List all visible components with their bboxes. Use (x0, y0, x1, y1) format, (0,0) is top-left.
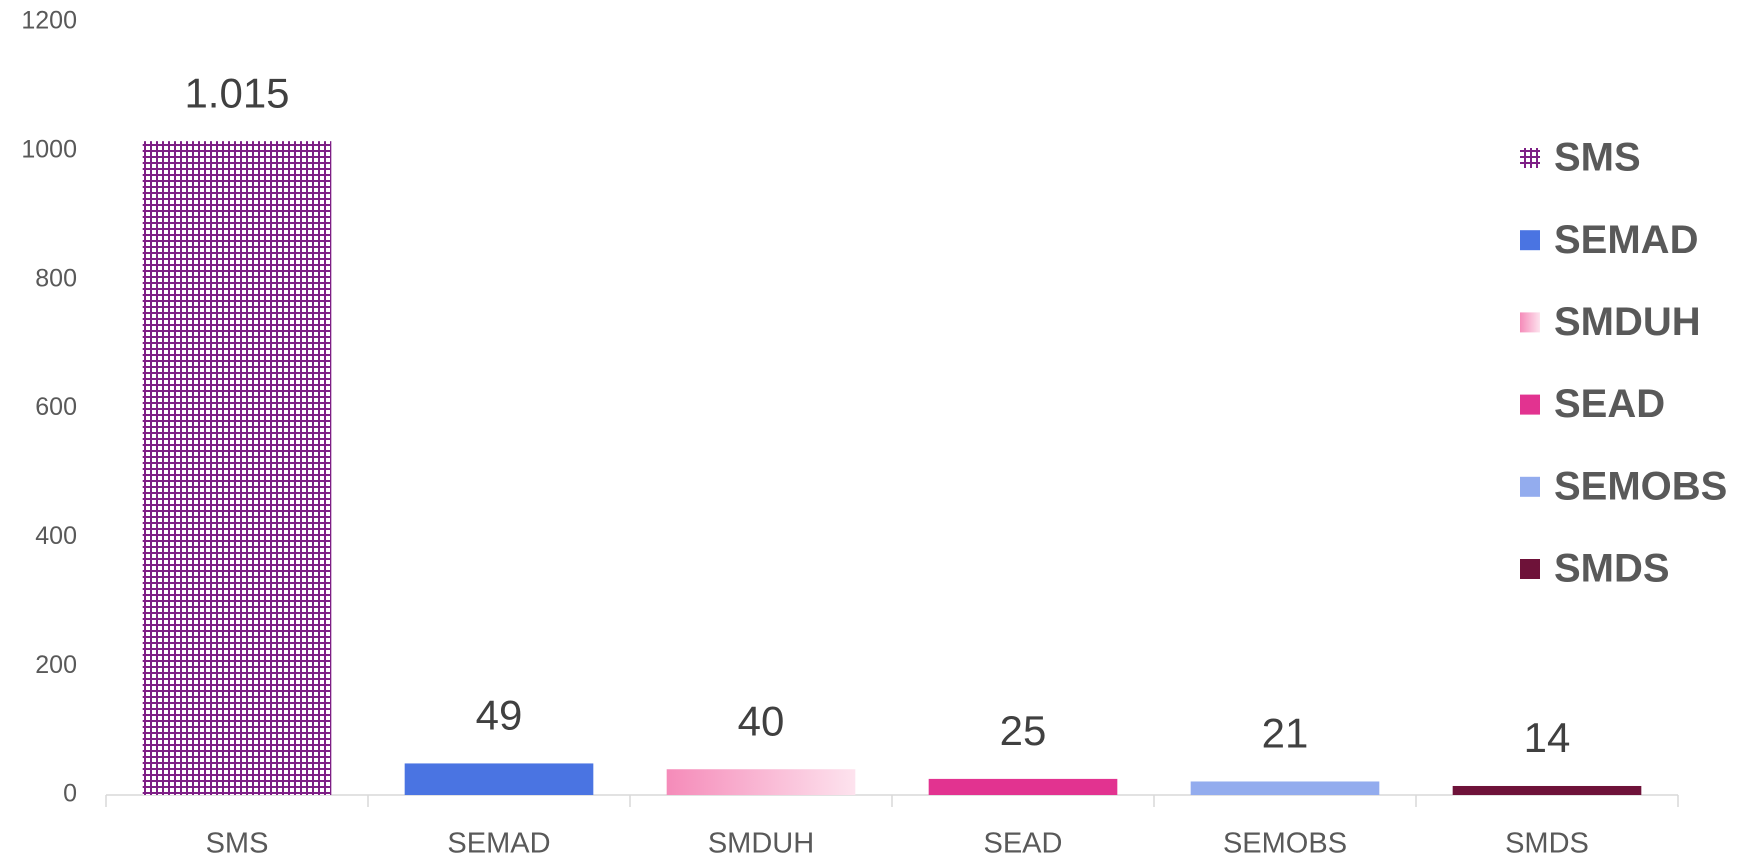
legend-label: SEMOBS (1554, 464, 1727, 508)
legend-marker (1520, 148, 1540, 168)
bar (142, 141, 332, 795)
x-tick-label: SEAD (984, 828, 1063, 859)
bar (1452, 785, 1642, 795)
y-tick-label: 800 (35, 264, 77, 292)
x-tick-label: SEMAD (447, 828, 550, 859)
bar (1190, 781, 1380, 795)
legend-marker (1520, 312, 1540, 333)
legend-label: SEMAD (1554, 218, 1698, 262)
x-tick-label: SMDS (1505, 828, 1589, 859)
value-label: 21 (1262, 710, 1309, 757)
y-tick-label: 200 (35, 651, 77, 679)
x-tick-label: SMDUH (708, 828, 814, 859)
value-label: 40 (738, 697, 785, 744)
legend-marker (1520, 476, 1540, 497)
bar (404, 763, 594, 795)
y-tick-label: 1000 (21, 135, 77, 163)
legend-label: SMDS (1554, 547, 1670, 591)
x-tick-label: SMS (206, 828, 269, 859)
value-label: 14 (1524, 714, 1571, 761)
y-tick-label: 400 (35, 522, 77, 550)
legend-label: SMS (1554, 136, 1641, 180)
legend-marker (1520, 559, 1540, 579)
y-tick-label: 1200 (21, 7, 77, 35)
bar (666, 769, 856, 795)
legend-label: SEAD (1554, 382, 1665, 426)
legend-marker (1520, 394, 1540, 415)
y-tick-label: 0 (63, 780, 77, 808)
bar (928, 778, 1118, 795)
x-tick-label: SEMOBS (1223, 828, 1347, 859)
legend-label: SMDUH (1554, 300, 1701, 344)
value-label: 1.015 (184, 69, 289, 116)
value-label: 49 (476, 692, 523, 739)
value-label: 25 (1000, 707, 1047, 754)
legend-marker (1520, 230, 1540, 251)
y-tick-label: 600 (35, 393, 77, 421)
